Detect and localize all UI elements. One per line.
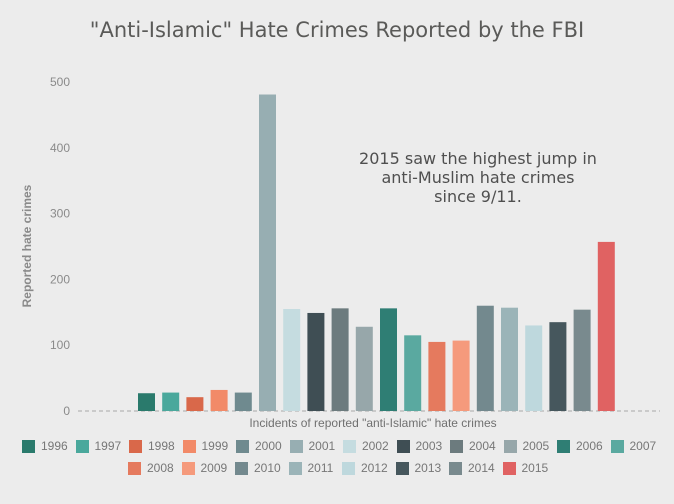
chart-title: "Anti-Islamic" Hate Crimes Reported by t… — [89, 18, 585, 42]
legend-label: 2005 — [522, 439, 550, 453]
annotation-line: 2015 saw the highest jump in — [359, 149, 597, 168]
legend-swatch — [288, 461, 302, 475]
legend-swatch — [450, 439, 463, 453]
legend-label: 2007 — [629, 439, 657, 453]
bar-2001 — [259, 94, 276, 411]
legend-item-2008: 2008 — [128, 460, 174, 476]
legend-label: 1996 — [41, 439, 68, 453]
legend-item-2006: 2006 — [557, 438, 603, 454]
legend-label: 2000 — [255, 439, 282, 453]
legend-swatch — [181, 461, 195, 475]
legend-item-2013: 2013 — [395, 460, 442, 476]
bar-2009 — [452, 340, 470, 411]
legend-item-2000: 2000 — [236, 438, 282, 454]
bar-2006 — [380, 308, 397, 411]
legend-label: 1997 — [94, 439, 122, 453]
bar-2008 — [428, 341, 446, 411]
y-tick-label: 400 — [50, 141, 70, 155]
legend-swatch — [128, 461, 141, 475]
annotation-line: anti-Muslim hate crimes — [381, 168, 574, 187]
legend-item-2010: 2010 — [235, 460, 281, 476]
legend-swatch — [289, 439, 303, 453]
legend-label: 2008 — [147, 461, 174, 475]
legend-label: 2011 — [307, 461, 334, 475]
legend-item-2007: 2007 — [610, 438, 657, 454]
legend-label: 2006 — [576, 439, 603, 453]
legend-label: 2003 — [415, 439, 443, 453]
legend-label: 2015 — [521, 461, 549, 475]
legend-item-2001: 2001 — [289, 438, 336, 454]
legend-item-1999: 1999 — [182, 438, 229, 454]
legend-label: 1998 — [148, 439, 175, 453]
legend-item-1997: 1997 — [75, 438, 122, 454]
legend-swatch — [236, 439, 249, 453]
legend-swatch — [557, 439, 570, 453]
bar-1998 — [186, 397, 204, 411]
legend-label: 2001 — [308, 439, 336, 453]
legend-label: 2004 — [469, 439, 496, 453]
bar-2000 — [234, 392, 252, 411]
bar-2013 — [549, 322, 567, 411]
legend-swatch — [129, 439, 142, 453]
legend-label: 2009 — [200, 461, 228, 475]
legend-item-1996: 1996 — [22, 438, 68, 454]
legend-label: 2012 — [361, 461, 388, 475]
bar-2007 — [404, 335, 422, 411]
legend-label: 2010 — [254, 461, 281, 475]
bar-1999 — [210, 389, 228, 411]
legend-swatch — [342, 461, 355, 475]
bar-2010 — [476, 305, 494, 411]
legend-item-2005: 2005 — [503, 438, 550, 454]
legend-item-2014: 2014 — [449, 460, 495, 476]
legend-item-2003: 2003 — [396, 438, 443, 454]
legend-swatch — [610, 439, 624, 453]
annotation-line: since 9/11. — [434, 187, 522, 206]
legend-label: 2014 — [468, 461, 495, 475]
bar-2015 — [597, 241, 615, 411]
bar-2002 — [283, 309, 301, 411]
y-tick-label: 500 — [50, 75, 70, 89]
legend-swatch — [503, 439, 517, 453]
bar-1996 — [138, 393, 155, 411]
bar-2011 — [501, 307, 518, 411]
y-tick-label: 200 — [50, 272, 70, 286]
bar-2012 — [525, 325, 543, 411]
legend-item-2015: 2015 — [502, 460, 549, 476]
y-tick-label: 300 — [50, 207, 70, 221]
legend-item-2002: 2002 — [343, 438, 389, 454]
legend-swatch — [75, 439, 89, 453]
legend-label: 2013 — [414, 461, 442, 475]
legend-item-2004: 2004 — [450, 438, 496, 454]
legend-swatch — [343, 439, 356, 453]
bar-2014 — [573, 309, 591, 411]
legend-label: 1999 — [201, 439, 229, 453]
legend-item-1998: 1998 — [129, 438, 175, 454]
legend-item-2009: 2009 — [181, 460, 228, 476]
legend-swatch — [449, 461, 462, 475]
bar-2003 — [307, 312, 325, 411]
legend-swatch — [502, 461, 516, 475]
legend-label: 2002 — [362, 439, 389, 453]
legend-swatch — [395, 461, 409, 475]
x-axis-label: Incidents of reported "anti-Islamic" hat… — [249, 416, 496, 430]
y-axis-label: Reported hate crimes — [20, 184, 34, 307]
bar-2004 — [331, 308, 349, 411]
y-tick-label: 100 — [50, 338, 70, 352]
legend-swatch — [396, 439, 410, 453]
legend-swatch — [22, 439, 35, 453]
y-tick-label: 0 — [63, 404, 70, 418]
bar-2005 — [355, 326, 373, 411]
bar-1997 — [162, 392, 180, 411]
legend-swatch — [235, 461, 248, 475]
legend-item-2012: 2012 — [342, 460, 388, 476]
legend-item-2011: 2011 — [288, 460, 334, 476]
legend-swatch — [182, 439, 196, 453]
